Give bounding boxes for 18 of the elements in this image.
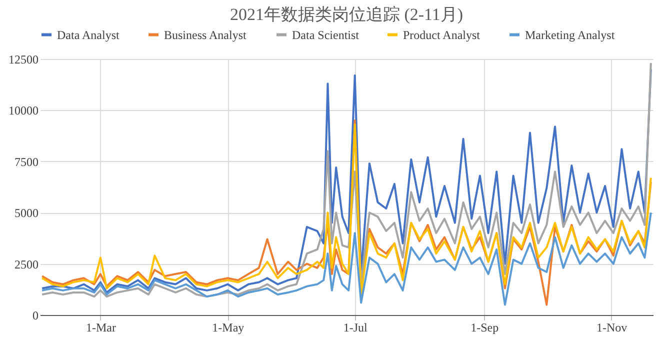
chart-title: 2021年数据类岗位追踪 (2-11月) bbox=[230, 5, 464, 24]
legend-label: Marketing Analyst bbox=[525, 28, 616, 42]
y-tick-label: 5000 bbox=[14, 206, 38, 220]
line-series bbox=[41, 212, 652, 306]
y-tick-label: 10000 bbox=[8, 104, 38, 118]
y-tick-label: 0 bbox=[32, 308, 38, 322]
legend-label: Business Analyst bbox=[164, 28, 248, 42]
x-tick-label: 1-Mar bbox=[86, 320, 116, 334]
y-tick-label: 2500 bbox=[14, 257, 38, 272]
legend-label: Product Analyst bbox=[403, 28, 481, 42]
x-tick-label: 1-May bbox=[212, 320, 244, 334]
legend-label: Data Analyst bbox=[57, 28, 120, 42]
x-tick-label: 1-Sep bbox=[470, 320, 499, 334]
x-tick-label: 1-Nov bbox=[596, 320, 628, 334]
y-tick-label: 7500 bbox=[14, 154, 38, 169]
y-tick-label: 12500 bbox=[8, 52, 38, 66]
x-tick-label: 1-Jul bbox=[343, 320, 368, 334]
legend-label: Data Scientist bbox=[292, 28, 360, 42]
